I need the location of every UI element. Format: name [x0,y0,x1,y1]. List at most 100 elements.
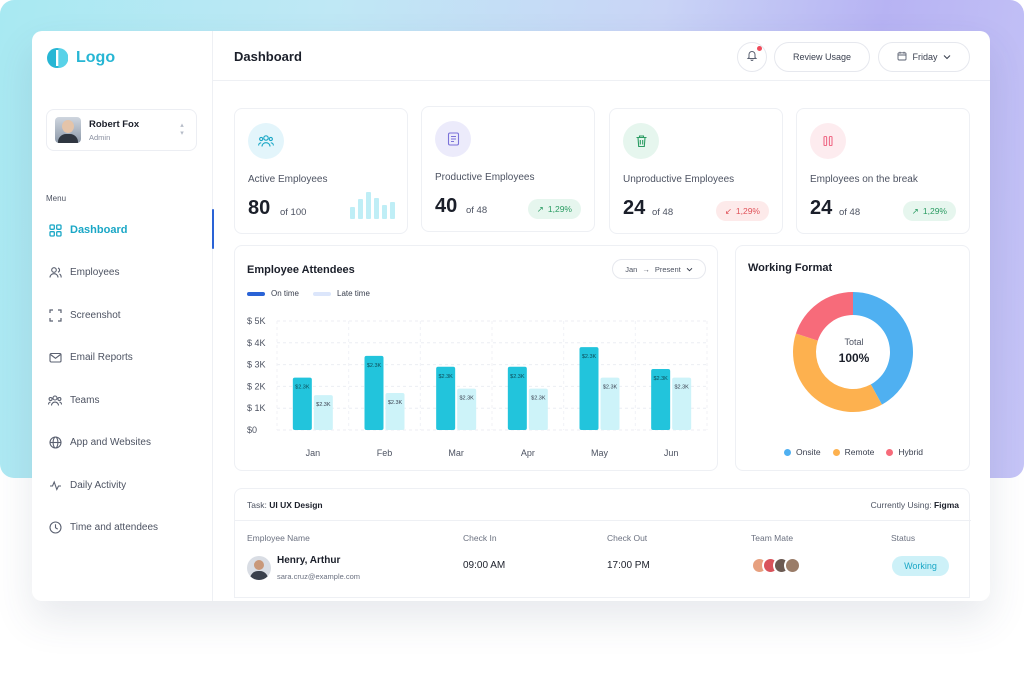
sidebar-item-label: Screenshot [70,309,121,321]
profile-switcher[interactable]: Robert Fox Admin ▴ ▾ [46,109,197,151]
notification-badge [757,46,762,51]
x-tick-label: Feb [377,448,393,458]
sidebar-item-email-reports[interactable]: Email Reports [32,337,213,380]
people-icon [248,123,284,159]
working-format-card: Working Format Total 100% Onsite Remote … [735,245,970,471]
clock-icon [48,521,62,535]
bar-data-label: $2.3K [316,402,331,408]
day-selector[interactable]: Friday [878,42,970,72]
sidebar-item-time-and-attendees[interactable]: Time and attendees [32,507,213,550]
sidebar-nav: Dashboard Employees Screenshot Email Rep… [32,209,214,550]
bar-data-label: $2.3K [582,354,597,360]
team-mate-avatars[interactable] [751,557,801,574]
bar-on-time [579,347,599,430]
column-header: Check In [463,533,497,543]
chevron-down-icon [943,52,951,62]
column-header: Status [891,533,916,543]
x-tick-label: Jun [664,448,679,458]
stat-card-active-employees: Active Employees 80 of 100 [234,108,408,234]
trend-badge: ↗ 1,29% [902,201,956,221]
bar-late-time [313,395,333,430]
bar-data-label: $2.3K [295,385,310,391]
range-to: Present [654,264,681,274]
task-table: Task: UI UX Design Currently Using: Figm… [234,488,971,598]
menu-label: Menu [46,194,67,203]
bar-late-time [457,388,477,430]
stat-label: Unproductive Employees [623,174,735,185]
column-header: Check Out [607,533,648,543]
sidebar-item-app-and-websites[interactable]: App and Websites [32,422,213,465]
users-icon [48,266,62,280]
screenshot-icon [48,308,62,322]
grid-icon [48,223,62,237]
employee-name[interactable]: Henry, Arthur [277,555,341,566]
y-tick-label: $0 [247,425,257,435]
chart-title: Employee Attendees [247,264,355,276]
attendees-bar-chart: $ 5K $ 4K $ 3K $ 2K $ 1K $0 $2.3K $2.3K Jan $2.3K… [247,316,708,458]
avatar [55,117,81,143]
stat-card-productive-employees: Productive Employees 40 of 48 ↗ 1,29% [421,106,595,232]
x-tick-label: Jan [306,448,321,458]
top-header: Dashboard Review Usage Friday [213,31,990,81]
sidebar-item-screenshot[interactable]: Screenshot [32,294,213,337]
x-tick-label: Apr [521,448,535,458]
donut-center-label: Total [844,337,864,347]
chevron-down-icon [686,265,693,274]
pause-icon [810,123,846,159]
profile-role: Admin [89,132,111,142]
bar-late-time [600,377,620,430]
sidebar-item-teams[interactable]: Teams [32,379,213,422]
bar-data-label: $2.3K [388,400,403,406]
task-name: UI UX Design [269,500,323,510]
calendar-icon [897,51,907,63]
stat-label: Productive Employees [435,172,535,183]
stat-total: of 48 [466,205,488,216]
sidebar-item-dashboard[interactable]: Dashboard [32,209,214,252]
stat-total: of 48 [839,207,861,218]
task-header: Task: UI UX Design Currently Using: Figm… [235,489,971,521]
stat-card-unproductive-employees: Unproductive Employees 24 of 48 ↙ 1,29% [609,108,783,234]
bar-data-label: $2.3K [603,385,618,391]
legend-remote: Remote [832,447,874,457]
stat-value: 80 [248,197,271,219]
arrow-up-right-icon: ↗ [911,205,919,216]
range-from: Jan [625,264,638,274]
bar-on-time [364,355,384,430]
bell-icon [746,48,758,66]
bar-late-time [528,388,548,430]
notifications-button[interactable] [737,42,767,72]
arrow-right-icon: → [642,264,650,274]
legend-onsite: Onsite [784,447,821,457]
logo-text: Logo [76,49,116,66]
x-tick-label: May [591,448,609,458]
bar-data-label: $2.3K [438,374,453,380]
bar-on-time [436,366,456,430]
bar-data-label: $2.3K [510,374,525,380]
bar-data-label: $2.3K [367,363,382,369]
employee-attendees-card: Employee Attendees Jan → Present On time… [234,245,718,471]
mail-icon [48,351,62,365]
arrow-down-left-icon: ↙ [724,205,732,216]
task-info: Task: UI UX Design [247,500,323,510]
x-tick-label: Mar [448,448,464,458]
sidebar-item-daily-activity[interactable]: Daily Activity [32,464,213,507]
stat-value: 24 [623,197,646,219]
employee-avatar [247,556,271,580]
bar-on-time [651,368,671,430]
bar-data-label: $2.3K [531,396,546,402]
date-range-selector[interactable]: Jan → Present [612,259,706,279]
sidebar-item-employees[interactable]: Employees [32,252,213,295]
stat-value: 24 [810,197,833,219]
sidebar-item-label: Teams [70,394,100,406]
trend-badge: ↗ 1,29% [527,199,581,219]
stat-total: of 48 [652,207,674,218]
working-format-legend: Onsite Remote Hybrid [736,447,971,457]
legend-hybrid: Hybrid [886,447,923,457]
stat-card-employees-on-break: Employees on the break 24 of 48 ↗ 1,29% [796,108,970,234]
review-usage-button[interactable]: Review Usage [774,42,870,72]
chevron-up-down-icon: ▴ ▾ [180,122,184,137]
logo[interactable]: Logo [46,47,115,69]
logo-icon [46,47,69,69]
bar-late-time [385,392,405,430]
donut-slice-remote [793,333,882,412]
